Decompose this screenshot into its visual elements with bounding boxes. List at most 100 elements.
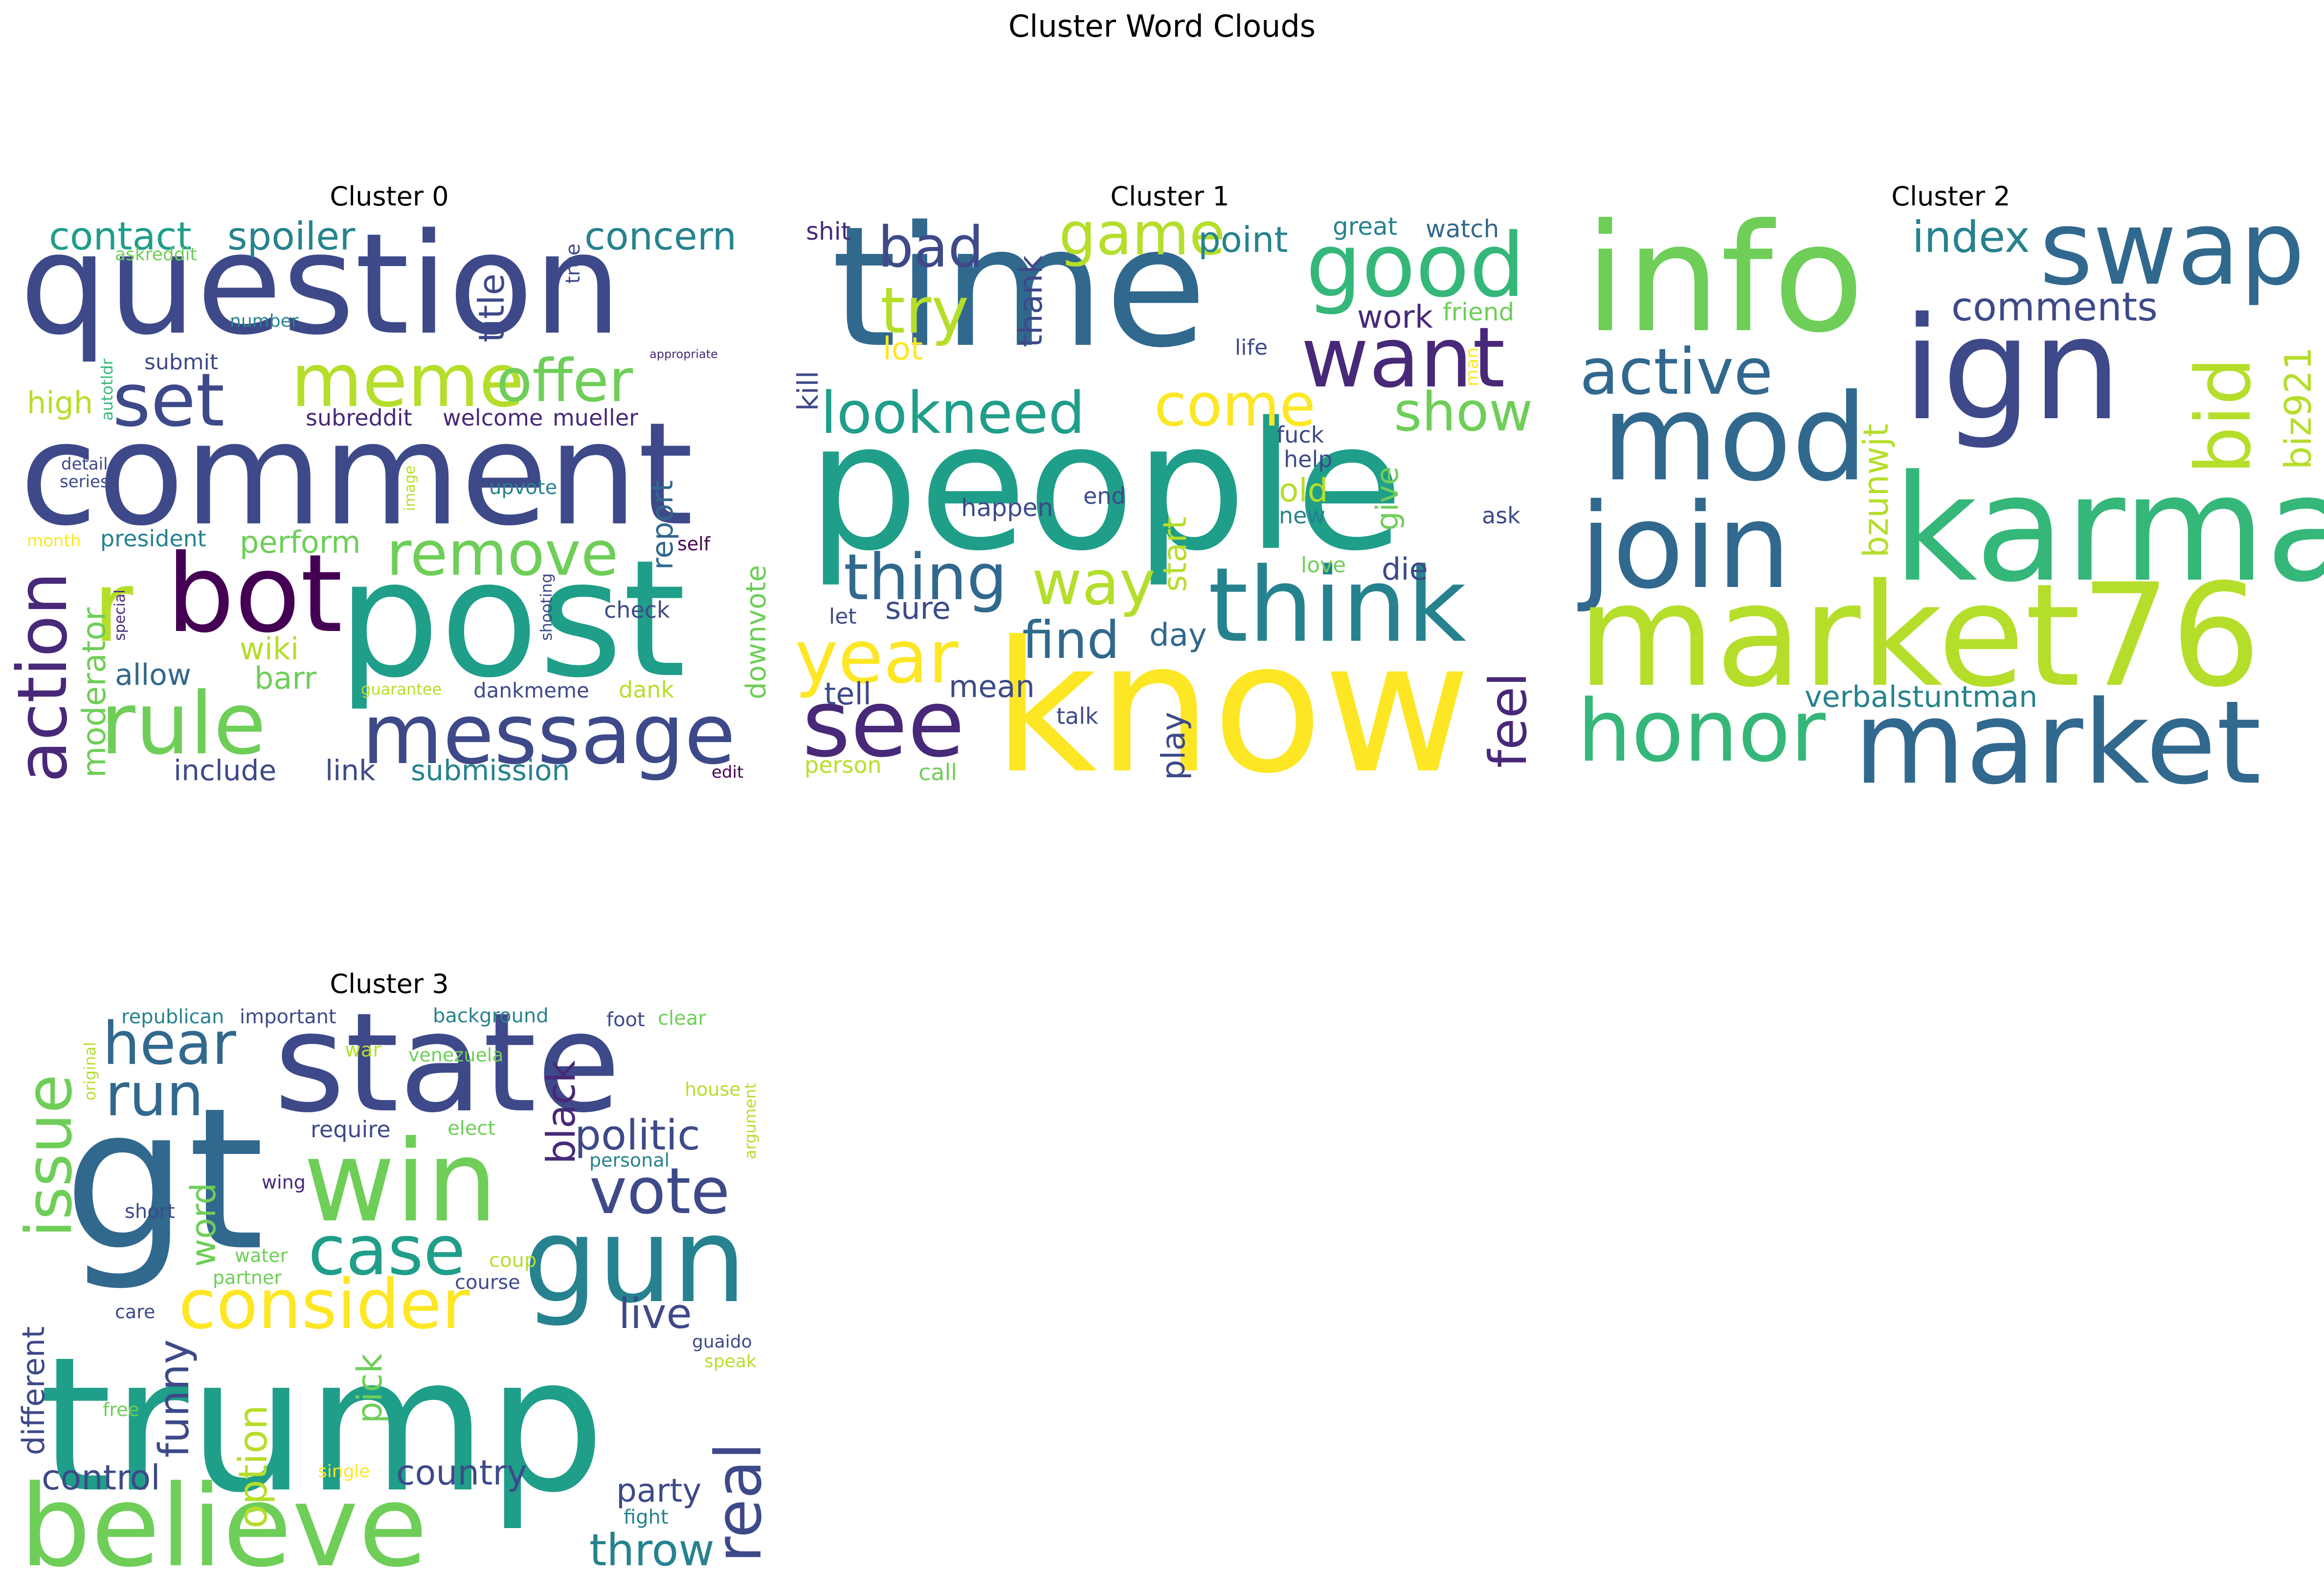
word-original: original	[81, 1042, 99, 1101]
word-set: set	[112, 358, 224, 443]
word-republican: republican	[121, 1006, 224, 1028]
word-different: different	[16, 1327, 51, 1455]
word-old: old	[1279, 472, 1328, 509]
word-friend: friend	[1443, 298, 1514, 326]
word-ign: ign	[1902, 287, 2122, 452]
word-politic: politic	[575, 1111, 700, 1160]
word-market76: market76	[1577, 554, 2261, 719]
word-person: person	[804, 752, 882, 778]
word-new: new	[1279, 502, 1325, 529]
word-guaido: guaido	[692, 1332, 752, 1352]
word-party: party	[616, 1472, 701, 1509]
word-bid: bid	[2179, 357, 2268, 474]
word-water: water	[235, 1245, 288, 1266]
word-shooting: shooting	[537, 573, 556, 641]
word-live: live	[619, 1290, 692, 1338]
word-single: single	[318, 1462, 370, 1482]
word-know: know	[993, 603, 1471, 813]
cluster-1-panel: Cluster 1 people know time think good wa…	[791, 181, 1538, 813]
word-come: come	[1154, 372, 1316, 440]
word-free: free	[103, 1399, 139, 1420]
word-let: let	[829, 604, 857, 629]
word-welcome: welcome	[443, 405, 543, 431]
word-require: require	[311, 1116, 391, 1143]
word-watch: watch	[1426, 215, 1499, 243]
word-number: number	[230, 311, 299, 331]
word-dankmeme: dankmeme	[473, 678, 589, 702]
word-appropriate: appropriate	[649, 347, 718, 361]
word-info: info	[1585, 192, 1864, 365]
word-elect: elect	[447, 1117, 495, 1140]
word-question: question	[20, 203, 622, 366]
word-report: report	[646, 480, 680, 570]
word-issue: issue	[12, 1074, 86, 1238]
word-remove: remove	[386, 518, 619, 589]
word-good: good	[1306, 215, 1525, 317]
word-wiki: wiki	[240, 631, 299, 667]
word-spoiler: spoiler	[227, 215, 356, 259]
word-self: self	[677, 533, 711, 555]
word-believe: believe	[20, 1462, 427, 1576]
word-thank: thank	[1012, 255, 1050, 347]
word-message: message	[362, 686, 736, 783]
word-vote: vote	[589, 1154, 730, 1228]
word-shit: shit	[806, 217, 850, 246]
word-guarantee: guarantee	[361, 680, 442, 698]
word-lookneed: lookneed	[821, 379, 1085, 447]
word-swap: swap	[2039, 188, 2305, 308]
word-dank: dank	[619, 676, 674, 703]
word-start: start	[1156, 517, 1194, 592]
word-submit: submit	[144, 350, 218, 375]
word-image: image	[402, 466, 419, 511]
word-sure: sure	[885, 590, 951, 626]
word-meme: meme	[291, 338, 524, 424]
word-argument: argument	[741, 1083, 760, 1159]
cluster-3-panel: Cluster 3 trump gt state believe win gun…	[12, 968, 776, 1576]
word-series: series	[60, 472, 109, 492]
word-end: end	[1083, 483, 1126, 509]
word-special: special	[112, 589, 129, 641]
word-win: win	[303, 1117, 498, 1247]
word-mean: mean	[949, 669, 1035, 704]
word-comment: comment	[20, 392, 693, 557]
word-allow: allow	[115, 658, 191, 692]
word-partner: partner	[213, 1267, 282, 1288]
word-index: index	[1912, 212, 2030, 262]
word-coup: coup	[489, 1249, 536, 1272]
word-find: find	[1022, 610, 1119, 670]
word-perform: perform	[240, 524, 361, 560]
word-wing: wing	[262, 1171, 306, 1193]
word-try: try	[880, 273, 969, 348]
word-time: time	[831, 191, 1207, 384]
word-option: option	[230, 1405, 276, 1529]
word-active: active	[1580, 335, 1773, 409]
word-show: show	[1394, 381, 1533, 443]
word-play: play	[1155, 712, 1192, 780]
word-foot: foot	[606, 1009, 645, 1031]
word-fight: fight	[624, 1506, 669, 1529]
word-pick: pick	[350, 1353, 390, 1423]
word-people: people	[807, 384, 1404, 589]
word-detail: detail	[61, 454, 108, 474]
word-man: man	[1462, 347, 1482, 386]
word-background: background	[433, 1005, 549, 1027]
word-bzunwjt: bzunwjt	[1856, 424, 1896, 558]
word-short: short	[125, 1200, 175, 1223]
word-karma: karma	[1893, 444, 2324, 614]
word-love: love	[1301, 553, 1346, 578]
word-throw: throw	[589, 1525, 715, 1576]
word-point: point	[1198, 219, 1288, 260]
word-see: see	[802, 670, 965, 778]
word-day: day	[1149, 617, 1207, 653]
word-month: month	[27, 531, 81, 551]
word-life: life	[1235, 335, 1268, 360]
word-edit: edit	[712, 763, 743, 782]
word-check: check	[604, 597, 670, 623]
word-want: want	[1301, 310, 1505, 406]
word-great: great	[1333, 212, 1397, 241]
word-think: think	[1208, 545, 1467, 665]
word-country: country	[396, 1453, 527, 1493]
word-bot: bot	[166, 531, 343, 656]
word-way: way	[1032, 548, 1156, 619]
